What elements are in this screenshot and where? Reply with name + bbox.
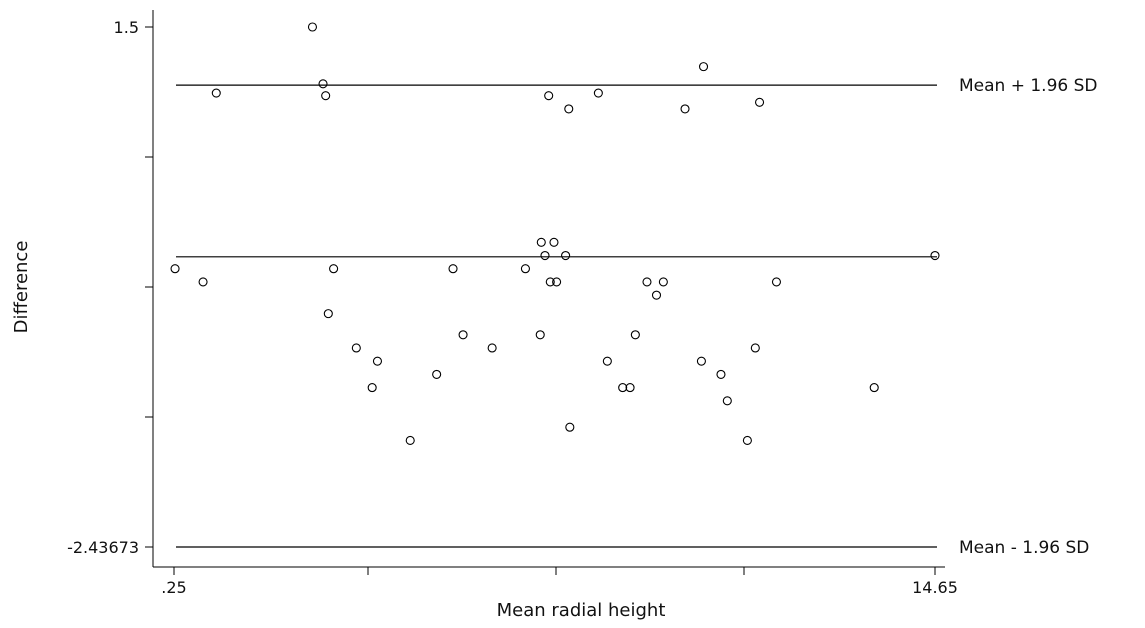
axes: 1.5 -2.43673 .25 14.65 Mean radial heigh… [11,10,958,621]
data-point [750,343,760,353]
data-point [602,356,612,366]
data-point [630,330,640,340]
data-point [625,383,635,393]
data-point [680,104,690,114]
data-point [329,264,339,274]
y-tick-label-bottom: -2.43673 [67,538,139,557]
data-point [323,309,333,319]
data-point [716,369,726,379]
data-point [561,250,571,261]
data-point [696,356,706,366]
y-axis-title: Difference [11,241,32,334]
data-point [372,356,383,366]
x-axis-title: Mean radial height [497,600,666,621]
data-point [321,91,331,101]
reference-line-label-lower-limit: Mean - 1.96 SD [959,538,1089,558]
data-point [367,383,377,393]
data-point [535,330,545,340]
data-point [658,277,668,287]
data-point [536,237,546,247]
data-point [564,104,574,114]
data-point [651,290,662,300]
data-point [318,79,328,89]
data-point [869,383,879,393]
data-point [307,22,318,32]
data-point [930,250,940,261]
data-point [544,91,554,101]
data-point [487,343,497,353]
y-tick-label-top: 1.5 [114,18,139,37]
data-point [198,277,208,287]
data-point [552,277,562,287]
data-point [405,435,415,445]
data-point [754,97,765,107]
data-point [565,422,575,432]
data-point [458,330,468,340]
y-ticks [145,26,153,548]
data-point [618,383,628,393]
data-point [211,88,221,98]
x-tick-label-left: .25 [161,578,186,597]
x-ticks [173,567,936,575]
x-tick-label-right: 14.65 [912,578,958,597]
data-point [351,343,361,353]
data-point [771,277,782,287]
reference-line-label-upper-limit: Mean + 1.96 SD [959,76,1098,96]
data-point [448,264,458,274]
data-point [545,277,555,287]
data-point [549,237,559,247]
data-point [722,396,732,406]
data-point [698,62,709,72]
data-point [642,277,652,287]
data-point [593,88,603,98]
data-points [170,22,940,445]
data-point [170,264,180,274]
data-point [540,250,550,261]
data-point [432,369,442,379]
data-point [520,264,530,274]
data-point [742,435,752,445]
reference-lines: Mean + 1.96 SD Mean - 1.96 SD [176,76,1098,558]
